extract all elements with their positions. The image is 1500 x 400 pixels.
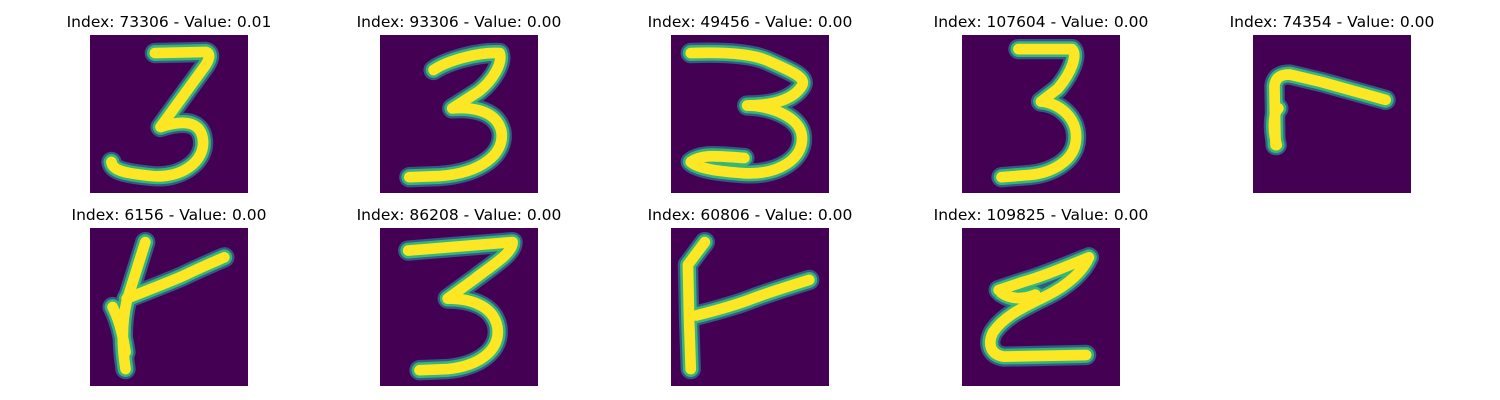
digit-image (380, 228, 538, 386)
panel-title: Index: 107604 - Value: 0.00 (933, 13, 1149, 31)
panel-title: Index: 73306 - Value: 0.01 (66, 13, 272, 31)
digit-image (90, 228, 248, 386)
digit-image (90, 35, 248, 193)
digit-image (1253, 35, 1411, 193)
digit-image (380, 35, 538, 193)
panel-title: Index: 86208 - Value: 0.00 (356, 206, 562, 224)
panel-title: Index: 109825 - Value: 0.00 (933, 206, 1149, 224)
digit-image (962, 35, 1120, 193)
digit-image (962, 228, 1120, 386)
panel-title: Index: 6156 - Value: 0.00 (71, 206, 267, 224)
digit-image (671, 228, 829, 386)
panel-title: Index: 93306 - Value: 0.00 (356, 13, 562, 31)
panel-title: Index: 74354 - Value: 0.00 (1229, 13, 1435, 31)
digit-image (671, 35, 829, 193)
panel-title: Index: 60806 - Value: 0.00 (647, 206, 853, 224)
panel-title: Index: 49456 - Value: 0.00 (647, 13, 853, 31)
